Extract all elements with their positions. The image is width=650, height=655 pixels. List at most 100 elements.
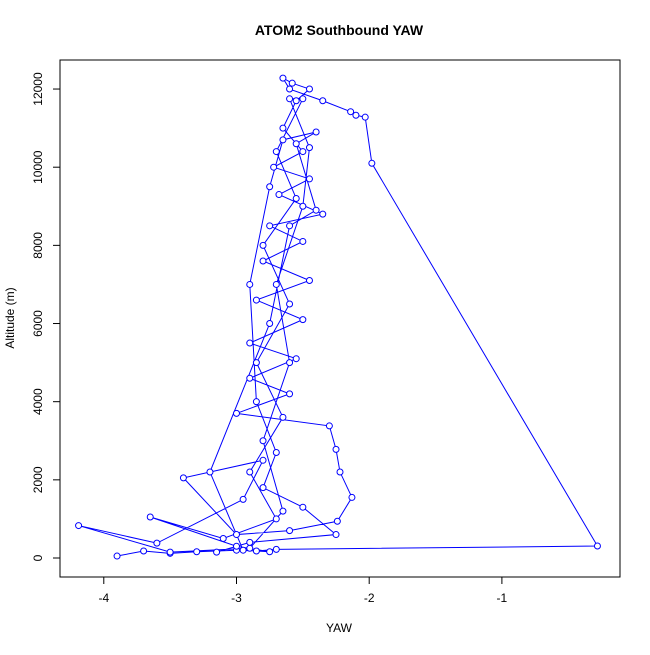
point <box>336 468 344 476</box>
point <box>272 280 280 288</box>
point <box>319 210 327 218</box>
point <box>266 183 274 191</box>
point <box>113 552 121 560</box>
point <box>292 194 300 202</box>
point <box>275 191 283 199</box>
chart-title: ATOM2 Southbound YAW <box>255 22 424 38</box>
point <box>252 547 260 555</box>
point <box>252 359 260 367</box>
point <box>305 144 313 152</box>
point <box>325 422 333 430</box>
point <box>259 437 267 445</box>
point <box>166 548 174 556</box>
point <box>299 503 307 511</box>
point <box>299 95 307 103</box>
point <box>272 448 280 456</box>
point <box>272 148 280 156</box>
point <box>239 495 247 503</box>
point <box>266 548 274 556</box>
x-tick-label: -2 <box>364 591 375 605</box>
point <box>252 296 260 304</box>
y-tick-label: 10000 <box>31 150 45 184</box>
point <box>259 257 267 265</box>
point <box>299 237 307 245</box>
point <box>239 546 247 554</box>
point <box>246 374 254 382</box>
point <box>286 359 294 367</box>
point <box>299 316 307 324</box>
point <box>140 547 148 555</box>
point <box>232 542 240 550</box>
point <box>146 513 154 521</box>
point <box>179 474 187 482</box>
point <box>286 95 294 103</box>
point <box>347 108 355 116</box>
x-axis-label: YAW <box>326 621 353 635</box>
point <box>368 159 376 167</box>
point <box>312 128 320 136</box>
point <box>259 456 267 464</box>
point <box>299 148 307 156</box>
point <box>312 206 320 214</box>
point <box>272 545 280 553</box>
point <box>259 484 267 492</box>
point <box>246 538 254 546</box>
point <box>246 339 254 347</box>
point <box>270 163 278 171</box>
x-tick-label: -4 <box>98 591 109 605</box>
point <box>292 355 300 363</box>
y-tick-label: 12000 <box>31 72 45 106</box>
point <box>299 202 307 210</box>
point <box>279 136 287 144</box>
point <box>279 74 287 82</box>
plot-frame <box>59 59 621 578</box>
point <box>332 445 340 453</box>
x-tick-label: -1 <box>497 591 508 605</box>
point <box>272 515 280 523</box>
point <box>305 175 313 183</box>
point <box>279 124 287 132</box>
point <box>305 85 313 93</box>
point <box>361 113 369 121</box>
point <box>252 398 260 406</box>
point <box>288 79 296 87</box>
point <box>232 531 240 539</box>
point <box>348 493 356 501</box>
point <box>279 413 287 421</box>
point <box>286 390 294 398</box>
point <box>305 277 313 285</box>
point <box>153 539 161 547</box>
point <box>193 548 201 556</box>
point <box>286 85 294 93</box>
point <box>593 542 601 550</box>
point <box>219 534 227 542</box>
x-tick-label: -3 <box>231 591 242 605</box>
point <box>332 531 340 539</box>
y-tick-label: 2000 <box>31 466 45 493</box>
point <box>75 522 83 530</box>
y-axis-label: Altitude (m) <box>3 287 17 348</box>
point <box>266 320 274 328</box>
point <box>206 468 214 476</box>
point <box>286 527 294 535</box>
point <box>232 409 240 417</box>
point <box>333 517 341 525</box>
y-tick-label: 0 <box>31 554 45 561</box>
point <box>352 111 360 119</box>
point <box>246 280 254 288</box>
series-line <box>78 76 599 557</box>
point <box>266 222 274 230</box>
point <box>286 300 294 308</box>
point <box>292 97 300 105</box>
point <box>246 468 254 476</box>
point <box>292 140 300 148</box>
y-tick-label: 8000 <box>31 232 45 259</box>
point <box>246 544 254 552</box>
y-tick-label: 4000 <box>31 388 45 415</box>
point <box>279 507 287 515</box>
y-tick-label: 6000 <box>31 310 45 337</box>
point <box>319 97 327 105</box>
point <box>286 222 294 230</box>
